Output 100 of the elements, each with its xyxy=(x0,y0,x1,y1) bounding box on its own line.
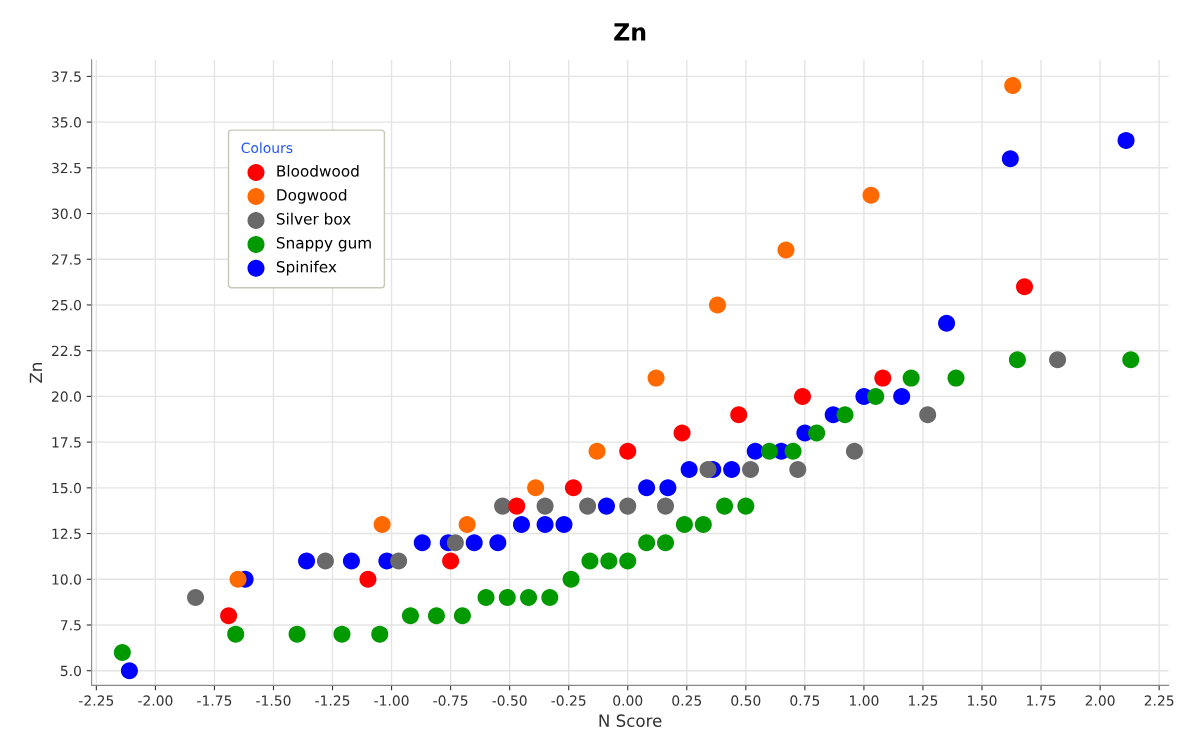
y-axis-title: Zn xyxy=(29,363,42,383)
point xyxy=(489,534,507,552)
y-tick-label: 12.5 xyxy=(52,528,81,540)
legend-title: Colours xyxy=(241,142,293,154)
point xyxy=(371,625,389,643)
point xyxy=(555,515,573,533)
point xyxy=(564,479,582,497)
x-tick-label: -0.75 xyxy=(433,695,468,706)
point xyxy=(536,497,554,515)
x-tick-label: -0.25 xyxy=(551,695,586,706)
point xyxy=(746,442,764,460)
point xyxy=(413,534,431,552)
point xyxy=(680,461,698,479)
point xyxy=(427,607,445,625)
x-tick-label: 1.50 xyxy=(968,695,997,706)
y-tick-label: 5.0 xyxy=(60,665,81,677)
point xyxy=(675,515,693,533)
point xyxy=(867,387,885,405)
point xyxy=(401,607,419,625)
chart-title: Zn xyxy=(614,23,646,41)
y-tick-label: 20.0 xyxy=(52,391,81,402)
point xyxy=(390,552,408,570)
y-tick-label: 27.5 xyxy=(52,254,81,265)
point xyxy=(862,186,880,204)
point xyxy=(342,552,360,570)
point xyxy=(657,497,675,515)
point xyxy=(659,479,677,497)
point xyxy=(458,515,476,533)
x-tick-label: 1.75 xyxy=(1027,695,1056,706)
point xyxy=(638,479,656,497)
point xyxy=(638,534,656,552)
point xyxy=(562,570,580,588)
point xyxy=(373,515,391,533)
point xyxy=(784,442,802,460)
x-tick-label: 1.00 xyxy=(849,695,879,706)
point xyxy=(893,387,911,405)
y-tick-label: 32.5 xyxy=(52,162,81,174)
y-tick-label: 35.0 xyxy=(52,117,81,128)
point xyxy=(742,461,760,479)
x-tick-label: -2.00 xyxy=(138,695,173,706)
point xyxy=(919,406,937,424)
point xyxy=(512,515,530,533)
point xyxy=(723,461,741,479)
x-tick-label: -1.25 xyxy=(315,695,350,706)
legend-label: Dogwood xyxy=(277,188,347,204)
y-tick-label: 15.0 xyxy=(52,482,81,494)
point xyxy=(579,497,597,515)
point xyxy=(619,442,637,460)
legend-label: Spinifex xyxy=(276,260,337,276)
point xyxy=(494,497,512,515)
x-tick-label: 0.50 xyxy=(731,695,761,706)
point xyxy=(359,570,377,588)
point xyxy=(657,534,675,552)
point xyxy=(874,369,892,387)
point xyxy=(187,589,205,607)
point xyxy=(465,534,483,552)
point xyxy=(1016,278,1034,296)
point xyxy=(316,552,334,570)
point xyxy=(716,497,734,515)
point xyxy=(446,534,464,552)
legend-label: Snappy gum xyxy=(276,237,371,252)
y-tick-label: 37.5 xyxy=(52,71,81,82)
point xyxy=(619,552,637,570)
point xyxy=(600,552,618,570)
point xyxy=(1001,150,1019,168)
point xyxy=(760,442,778,460)
point xyxy=(947,369,965,387)
point xyxy=(588,442,606,460)
point xyxy=(477,589,495,607)
point xyxy=(845,442,863,460)
point xyxy=(527,479,545,497)
point xyxy=(298,552,316,570)
x-tick-label: -1.00 xyxy=(374,695,409,706)
point xyxy=(508,497,526,515)
point xyxy=(694,515,712,533)
y-tick-label: 30.0 xyxy=(52,208,81,219)
point xyxy=(536,515,554,533)
point xyxy=(498,589,516,607)
point xyxy=(113,643,131,661)
point xyxy=(541,589,559,607)
x-tick-label: -2.25 xyxy=(79,695,114,706)
point xyxy=(227,625,245,643)
x-tick-label: 0.00 xyxy=(613,695,643,706)
x-tick-label: 0.25 xyxy=(672,695,702,706)
x-tick-label: -0.50 xyxy=(492,695,527,706)
point xyxy=(794,387,812,405)
point xyxy=(938,314,956,332)
point xyxy=(1008,351,1026,369)
point xyxy=(120,662,138,680)
point xyxy=(229,570,247,588)
point xyxy=(647,369,665,387)
point xyxy=(442,552,460,570)
y-tick-label: 10.0 xyxy=(52,574,81,585)
point xyxy=(1117,131,1135,149)
point xyxy=(708,296,726,314)
point xyxy=(902,369,920,387)
y-tick-label: 25.0 xyxy=(52,299,81,311)
point xyxy=(333,625,351,643)
point xyxy=(1049,351,1067,369)
point xyxy=(730,406,748,424)
